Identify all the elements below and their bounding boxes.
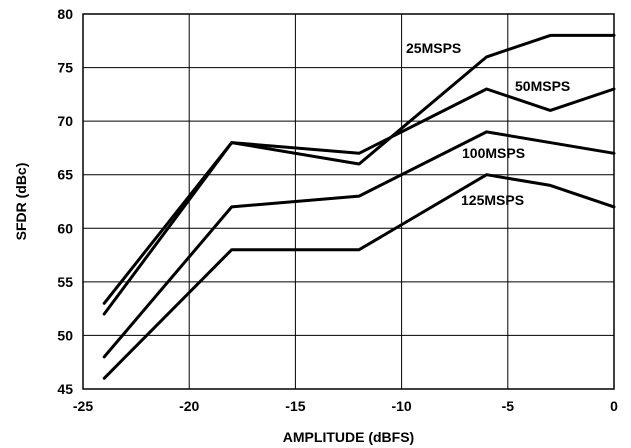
- x-axis-title: AMPLITUDE (dBFS): [283, 429, 414, 445]
- x-tick-label: -15: [285, 398, 305, 414]
- series-label-125msps: 125MSPS: [461, 192, 524, 208]
- y-tick-labels: 45 50 55 60 65 70 75 80: [57, 6, 73, 397]
- series-label-25msps: 25MSPS: [406, 40, 461, 56]
- y-tick-label: 50: [57, 327, 73, 343]
- y-axis-title: SFDR (dBc): [13, 163, 29, 241]
- x-tick-label: -25: [73, 398, 93, 414]
- y-tick-label: 75: [57, 60, 73, 76]
- grid: [83, 14, 614, 389]
- y-tick-label: 45: [57, 381, 73, 397]
- x-tick-label: -10: [391, 398, 411, 414]
- y-tick-label: 70: [57, 113, 73, 129]
- series-label-100msps: 100MSPS: [462, 145, 525, 161]
- series-line-50msps: [102, 87, 616, 305]
- y-tick-label: 55: [57, 274, 73, 290]
- x-tick-label: 0: [610, 398, 618, 414]
- y-tick-label: 65: [57, 167, 73, 183]
- x-tick-label: -20: [179, 398, 199, 414]
- series-lines: [102, 33, 616, 380]
- y-tick-label: 80: [57, 6, 73, 22]
- series-label-50msps: 50MSPS: [515, 78, 570, 94]
- series-labels: 25MSPS 50MSPS 100MSPS 125MSPS: [406, 40, 570, 208]
- plot-frame: [82, 13, 615, 390]
- y-tick-label: 60: [57, 220, 73, 236]
- series-line-125msps: [102, 173, 616, 380]
- x-tick-label: -5: [502, 398, 515, 414]
- x-tick-labels: -25 -20 -15 -10 -5 0: [73, 398, 618, 414]
- series-line-100msps: [102, 130, 616, 359]
